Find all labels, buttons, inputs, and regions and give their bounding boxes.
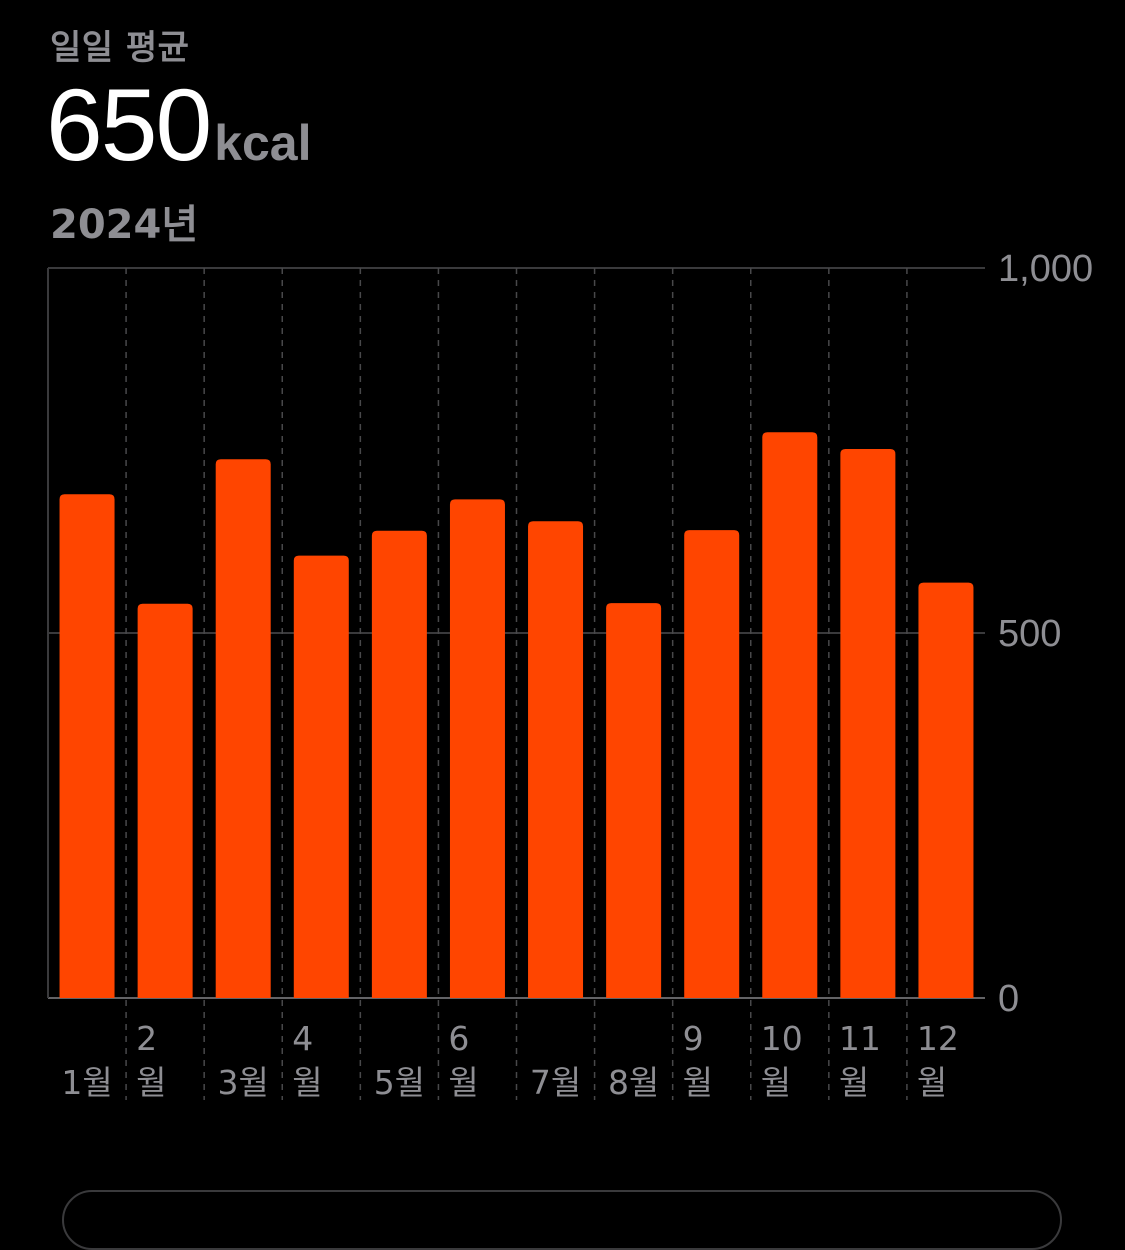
y-tick-label: 500 — [998, 613, 1061, 655]
month-label: 월 — [448, 1063, 478, 1102]
bar-12월[interactable] — [918, 582, 974, 998]
stat-value-row: 650 kcal — [46, 74, 312, 176]
bar-9월[interactable] — [684, 530, 740, 998]
y-tick-label: 1,000 — [998, 248, 1093, 290]
month-label: 월 — [292, 1063, 322, 1102]
bar-5월[interactable] — [371, 530, 427, 998]
bar-8월[interactable] — [606, 603, 662, 998]
month-label: 월 — [917, 1063, 947, 1102]
month-label: 1월 — [61, 1063, 112, 1102]
month-label: 월 — [683, 1063, 713, 1102]
month-label: 2 — [136, 1019, 157, 1058]
month-label: 5월 — [374, 1063, 425, 1102]
bar-6월[interactable] — [449, 499, 505, 998]
month-label: 월 — [761, 1063, 791, 1102]
bar-chart[interactable]: 0 500 1,000 1월 2 월 3월 4 월 5월 6 월 7월 8월 9 월 10 월 11 월 12 월 — [0, 0, 1125, 1199]
bar-11월[interactable] — [840, 449, 896, 998]
y-tick-label: 0 — [998, 978, 1019, 1020]
month-label: 3월 — [218, 1063, 269, 1102]
bar-7월[interactable] — [528, 521, 584, 998]
month-label: 월 — [839, 1063, 869, 1102]
month-label: 11 — [839, 1019, 881, 1058]
month-label: 7월 — [530, 1063, 581, 1102]
bar-3월[interactable] — [215, 459, 271, 998]
stat-label: 일일 평균 — [50, 28, 190, 68]
month-label: 10 — [761, 1019, 803, 1058]
bar-2월[interactable] — [137, 603, 193, 998]
month-label: 8월 — [608, 1063, 659, 1102]
month-label: 6 — [448, 1019, 469, 1058]
bar-4월[interactable] — [293, 555, 349, 998]
month-label: 12 — [917, 1019, 959, 1058]
month-label: 9 — [683, 1019, 704, 1058]
month-label: 4 — [292, 1019, 313, 1058]
next-card-edge — [62, 1190, 1062, 1250]
bar-10월[interactable] — [762, 432, 818, 998]
stat-period: 2024년 — [50, 202, 199, 248]
month-label: 월 — [136, 1063, 166, 1102]
bar-1월[interactable] — [59, 494, 115, 998]
stat-unit: kcal — [214, 115, 312, 171]
stat-value: 650 — [46, 68, 212, 182]
